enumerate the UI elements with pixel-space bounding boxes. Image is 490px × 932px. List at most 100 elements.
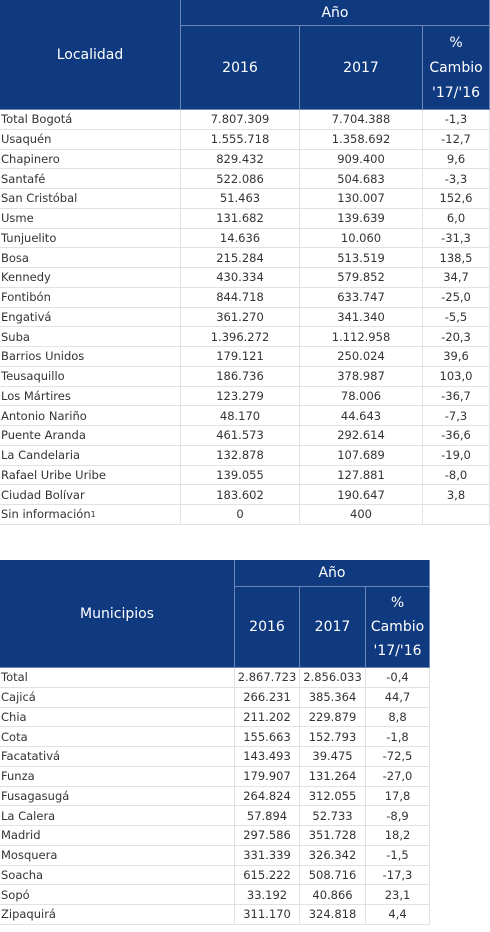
value-cell: 513.519 (300, 248, 423, 268)
value-cell: 183.602 (181, 485, 300, 505)
value-cell: 131.264 (300, 766, 366, 787)
value-cell: 18,2 (366, 826, 430, 846)
value-cell: 633.747 (300, 287, 423, 308)
value-cell: 78.006 (300, 386, 423, 407)
header-change: % Cambio '17/'16 (423, 26, 490, 110)
row-label: Mosquera (0, 845, 235, 866)
value-cell: 615.222 (235, 865, 300, 886)
value-cell: 430.334 (181, 268, 300, 288)
value-cell: 4,4 (366, 905, 430, 925)
value-cell: -1,3 (423, 110, 490, 130)
row-label: Fusagasugá (0, 786, 235, 807)
value-cell: 311.170 (235, 905, 300, 925)
header-year: 2016 (181, 26, 300, 110)
row-label: Engativá (0, 307, 181, 328)
value-cell: 52.733 (300, 806, 366, 826)
value-cell: 139.055 (181, 465, 300, 486)
row-label: Zipaquirá (0, 905, 235, 925)
row-label: Antonio Nariño (0, 406, 181, 426)
value-cell: 7.807.309 (181, 110, 300, 130)
value-cell: 155.663 (235, 727, 300, 747)
value-cell: 44,7 (366, 687, 430, 708)
value-cell: 522.086 (181, 169, 300, 189)
value-cell: 127.881 (300, 465, 423, 486)
value-cell: -5,5 (423, 307, 490, 328)
row-label: Chia (0, 707, 235, 728)
value-cell: 138,5 (423, 248, 490, 268)
value-cell: 250.024 (300, 347, 423, 367)
value-cell: 8,8 (366, 707, 430, 728)
value-cell: 34,7 (423, 268, 490, 288)
value-cell: 844.718 (181, 287, 300, 308)
row-label: Usaquén (0, 129, 181, 150)
value-cell: 351.728 (300, 826, 366, 846)
value-cell: 297.586 (235, 826, 300, 846)
value-cell: 909.400 (300, 149, 423, 170)
value-cell: 103,0 (423, 366, 490, 387)
value-cell: 40.866 (300, 885, 366, 905)
row-label: Soacha (0, 865, 235, 886)
value-cell: 215.284 (181, 248, 300, 268)
row-label: Sopó (0, 885, 235, 905)
value-cell: -27,0 (366, 766, 430, 787)
value-cell: 331.339 (235, 845, 300, 866)
value-cell: 107.689 (300, 445, 423, 466)
row-label: Teusaquillo (0, 366, 181, 387)
value-cell: 17,8 (366, 786, 430, 807)
header-change-line: '17/'16 (373, 643, 422, 659)
row-label: La Calera (0, 806, 235, 826)
row-label: La Candelaria (0, 445, 181, 466)
row-label: Chapinero (0, 149, 181, 170)
value-cell: 7.704.388 (300, 110, 423, 130)
row-label: Kennedy (0, 268, 181, 288)
row-label: Cota (0, 727, 235, 747)
value-cell: 57.894 (235, 806, 300, 826)
value-cell: 143.493 (235, 747, 300, 767)
value-cell: -3,3 (423, 169, 490, 189)
value-cell: -20,3 (423, 327, 490, 347)
value-cell: 292.614 (300, 426, 423, 446)
value-cell: 341.340 (300, 307, 423, 328)
value-cell: 1.112.958 (300, 327, 423, 347)
value-cell: 139.639 (300, 208, 423, 229)
value-cell: -25,0 (423, 287, 490, 308)
value-cell: 508.716 (300, 865, 366, 886)
row-label: Puente Aranda (0, 426, 181, 446)
value-cell: 504.683 (300, 169, 423, 189)
value-cell: 1.555.718 (181, 129, 300, 150)
value-cell: -36,6 (423, 426, 490, 446)
value-cell: 326.342 (300, 845, 366, 866)
value-cell: 48.170 (181, 406, 300, 426)
row-label: San Cristóbal (0, 189, 181, 209)
value-cell: 10.060 (300, 228, 423, 249)
row-label: Santafé (0, 169, 181, 189)
header-corner: Municipios (0, 560, 235, 668)
row-label: Usme (0, 208, 181, 229)
row-label: Funza (0, 766, 235, 787)
value-cell: -1,5 (366, 845, 430, 866)
value-cell: -1,8 (366, 727, 430, 747)
header-change-line: Cambio (429, 59, 483, 76)
value-cell: -7,3 (423, 406, 490, 426)
header-group: Año (181, 0, 490, 26)
value-cell: 51.463 (181, 189, 300, 209)
value-cell: 461.573 (181, 426, 300, 446)
header-year: 2016 (235, 587, 300, 668)
row-label: Barrios Unidos (0, 347, 181, 367)
value-cell: 33.192 (235, 885, 300, 905)
row-label: Los Mártires (0, 386, 181, 407)
value-cell: 1.358.692 (300, 129, 423, 150)
value-cell: 186.736 (181, 366, 300, 387)
header-group: Año (235, 560, 430, 587)
value-cell: 23,1 (366, 885, 430, 905)
value-cell: 9,6 (423, 149, 490, 170)
header-year: 2017 (300, 587, 366, 668)
value-cell: -17,3 (366, 865, 430, 886)
row-label: Bosa (0, 248, 181, 268)
header-change-line: Cambio (370, 619, 425, 635)
value-cell: -12,7 (423, 129, 490, 150)
value-cell: 190.647 (300, 485, 423, 505)
value-cell: 3,8 (423, 485, 490, 505)
value-cell (423, 505, 490, 525)
